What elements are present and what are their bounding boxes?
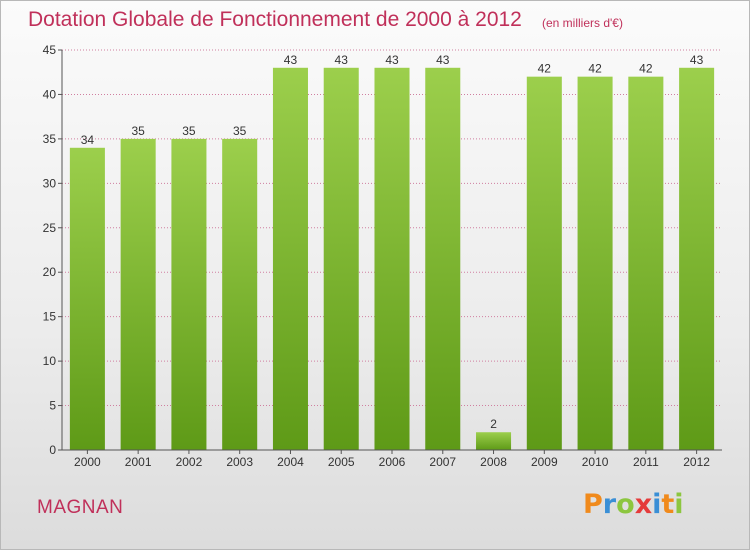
logo-letter: i xyxy=(674,489,684,520)
bars xyxy=(69,67,715,451)
x-tick-label: 2007 xyxy=(429,455,456,469)
bar xyxy=(526,76,562,451)
bar xyxy=(272,67,308,451)
data-label: 43 xyxy=(284,53,298,67)
bar xyxy=(120,138,156,450)
x-tick-label: 2005 xyxy=(328,455,355,469)
data-label: 43 xyxy=(690,53,704,67)
y-tick-label: 10 xyxy=(43,354,57,368)
bar xyxy=(577,76,613,451)
bar xyxy=(69,147,105,450)
x-tick-label: 2002 xyxy=(176,455,203,469)
x-tick-label: 2003 xyxy=(226,455,253,469)
data-label: 35 xyxy=(182,124,196,138)
data-label: 35 xyxy=(233,124,247,138)
y-tick-label: 40 xyxy=(43,87,57,101)
chart-subtitle: (en milliers d'€) xyxy=(542,16,623,30)
logo-letter: t xyxy=(661,489,675,520)
y-tick-label: 5 xyxy=(49,399,56,413)
x-tick-label: 2012 xyxy=(683,455,710,469)
logo-letter: P xyxy=(583,489,603,520)
logo-letter: r xyxy=(602,489,617,520)
x-tick-label: 2008 xyxy=(480,455,507,469)
data-labels: 34 35 35 35 43 43 43 43 2 42 42 42 43 xyxy=(81,53,704,431)
data-label: 42 xyxy=(538,62,552,76)
data-label: 34 xyxy=(81,133,95,147)
x-tick-label: 2009 xyxy=(531,455,558,469)
bar xyxy=(222,138,258,450)
bar xyxy=(171,138,207,450)
data-label: 42 xyxy=(588,62,602,76)
logo-letter: i xyxy=(652,489,662,520)
x-tick-label: 2010 xyxy=(582,455,609,469)
y-tick-label: 45 xyxy=(43,43,57,57)
data-label: 43 xyxy=(335,53,349,67)
bar xyxy=(374,67,410,451)
bar xyxy=(679,67,715,451)
proxiti-logo: Proxiti xyxy=(583,489,684,520)
data-label: 35 xyxy=(131,124,145,138)
logo-letter: o xyxy=(616,489,635,520)
x-tick-label: 2000 xyxy=(74,455,101,469)
chart-title: Dotation Globale de Fonctionnement de 20… xyxy=(28,8,522,31)
y-tick-label: 30 xyxy=(43,176,57,190)
data-label: 43 xyxy=(436,53,450,67)
data-label: 42 xyxy=(639,62,653,76)
logo-letter: x xyxy=(634,489,653,520)
bar xyxy=(323,67,359,451)
data-label: 2 xyxy=(490,417,497,431)
y-tick-label: 0 xyxy=(49,443,56,457)
x-tick-label: 2004 xyxy=(277,455,304,469)
x-tick-label: 2001 xyxy=(125,455,152,469)
y-tick-label: 15 xyxy=(43,310,57,324)
commune-name: MAGNAN xyxy=(37,497,124,518)
y-tick-label: 20 xyxy=(43,265,57,279)
bar xyxy=(425,67,461,451)
x-tick-label: 2011 xyxy=(633,455,659,469)
y-tick-label: 35 xyxy=(43,132,57,146)
bar xyxy=(628,76,664,451)
bar xyxy=(476,432,512,450)
data-label: 43 xyxy=(385,53,399,67)
axes: 0 5 10 15 20 25 30 35 40 45 2000 2001 2002 2003 2004 20… xyxy=(43,43,722,469)
x-tick-label: 2006 xyxy=(379,455,406,469)
y-tick-label: 25 xyxy=(43,221,57,235)
